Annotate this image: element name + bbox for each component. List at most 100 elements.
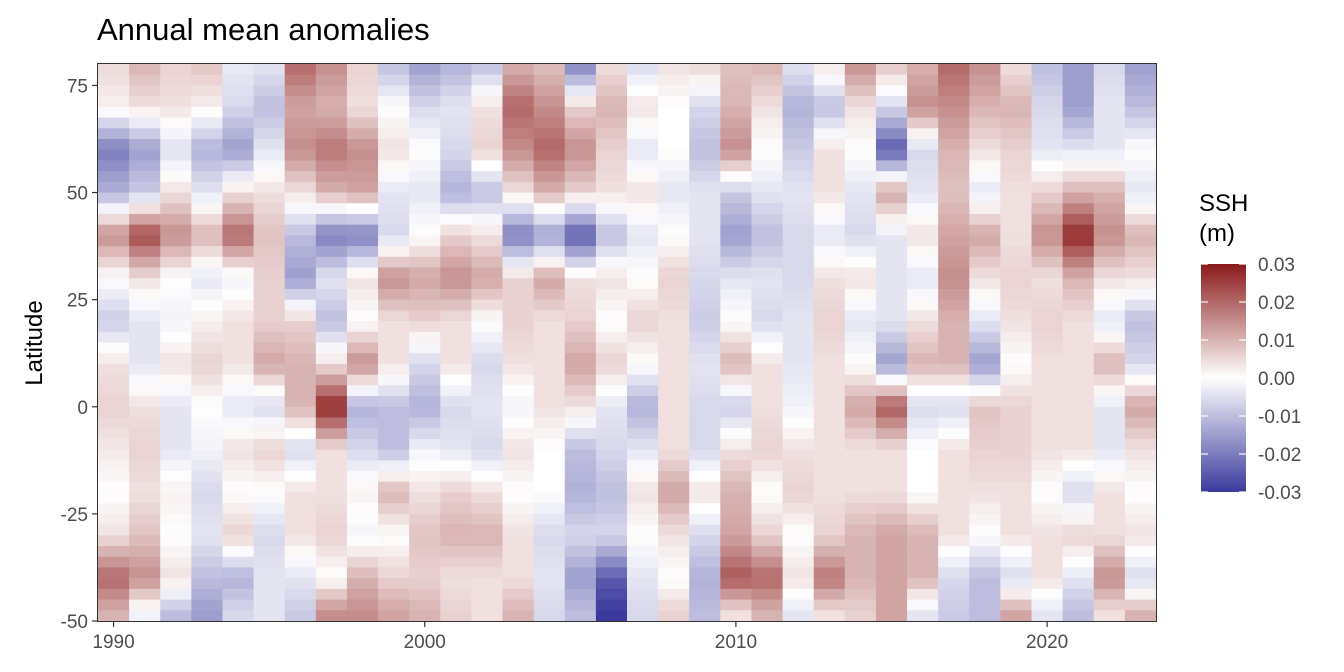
heat-cell: [844, 181, 877, 194]
heat-cell: [875, 117, 908, 129]
heat-cell: [1093, 160, 1126, 172]
heat-cell: [907, 267, 939, 279]
heat-cell: [129, 374, 161, 386]
heat-cell: [191, 513, 224, 526]
heat-cell: [502, 471, 535, 483]
heat-cell: [720, 256, 753, 269]
heat-cell: [813, 492, 846, 504]
heat-cell: [782, 396, 815, 408]
heat-cell: [440, 396, 473, 408]
heat-cell: [782, 428, 815, 440]
heat-cell: [129, 342, 161, 354]
heat-cell: [627, 396, 659, 408]
heat-cell: [502, 342, 535, 354]
heat-cell: [378, 588, 410, 601]
heat-cell: [564, 567, 597, 579]
heat-cell: [346, 588, 379, 601]
heat-cell: [315, 492, 348, 504]
heat-cell: [813, 449, 846, 461]
heat-cell: [191, 128, 224, 140]
heat-cell: [689, 256, 721, 269]
heat-cell: [938, 96, 970, 108]
heat-cell: [440, 64, 473, 76]
legend-title-line2: (m): [1199, 220, 1235, 247]
heat-cell: [938, 471, 970, 483]
heat-cell: [284, 224, 317, 236]
heat-cell: [284, 106, 317, 119]
heat-cell: [720, 567, 753, 579]
heat-cell: [222, 363, 255, 376]
heat-cell: [813, 74, 846, 87]
heat-cell: [284, 246, 317, 258]
heat-cell: [191, 385, 224, 397]
heat-cell: [875, 578, 908, 590]
heat-cell: [378, 299, 410, 311]
heat-cell: [98, 256, 130, 269]
heat-cell: [1062, 460, 1095, 472]
heat-cell: [1031, 267, 1064, 279]
heat-cell: [813, 278, 846, 290]
heat-cell: [969, 481, 1002, 494]
heat-cell: [1093, 181, 1126, 194]
heat-cell: [564, 610, 597, 622]
heat-cell: [1093, 588, 1126, 601]
heat-cell: [1093, 74, 1126, 87]
heat-cell: [222, 106, 255, 119]
heat-cell: [595, 224, 628, 236]
heat-cell: [98, 460, 130, 472]
heat-cell: [471, 503, 504, 515]
heat-cell: [1093, 481, 1126, 494]
heat-cell: [253, 267, 286, 279]
heat-cell: [1124, 331, 1157, 344]
heat-cell: [222, 374, 255, 386]
heat-cell: [875, 181, 908, 194]
heat-cell: [1000, 310, 1033, 322]
heat-cell: [969, 449, 1002, 461]
heat-cell: [969, 428, 1002, 440]
heat-cell: [658, 331, 690, 344]
heat-cell: [595, 513, 628, 526]
heat-cell: [471, 460, 504, 472]
heat-cell: [844, 288, 877, 301]
heat-cell: [720, 246, 753, 258]
heat-cell: [409, 374, 441, 386]
heat-cell: [471, 546, 504, 558]
heat-cell: [1031, 503, 1064, 515]
heat-cell: [533, 460, 566, 472]
heat-cell: [844, 128, 877, 140]
heat-cell: [409, 64, 441, 76]
heat-cell: [658, 610, 690, 622]
heat-cell: [440, 267, 473, 279]
heat-cell: [875, 599, 908, 611]
heat-cell: [1031, 396, 1064, 408]
heat-cell: [907, 438, 939, 451]
heat-cell: [813, 181, 846, 194]
heat-cell: [1031, 321, 1064, 333]
heat-cell: [782, 267, 815, 279]
heat-cell: [938, 513, 970, 526]
heat-cell: [160, 203, 192, 215]
heat-cell: [346, 321, 379, 333]
heat-cell: [1093, 246, 1126, 258]
heat-cell: [1062, 171, 1095, 183]
heat-cell: [253, 546, 286, 558]
heat-cell: [222, 513, 255, 526]
heat-cell: [595, 267, 628, 279]
heat-cell: [813, 588, 846, 601]
heat-cell: [533, 599, 566, 611]
heat-cell: [782, 567, 815, 579]
heat-cell: [315, 524, 348, 536]
heat-cell: [564, 128, 597, 140]
heat-cell: [564, 449, 597, 461]
heat-cell: [1062, 503, 1095, 515]
heat-cell: [315, 599, 348, 611]
heat-cell: [564, 417, 597, 429]
heat-cell: [129, 288, 161, 301]
heat-cell: [751, 85, 784, 97]
heat-cell: [844, 213, 877, 226]
heat-cell: [751, 181, 784, 194]
heat-cell: [627, 578, 659, 590]
heat-cell: [564, 406, 597, 419]
heat-cell: [440, 310, 473, 322]
heat-cell: [938, 149, 970, 161]
